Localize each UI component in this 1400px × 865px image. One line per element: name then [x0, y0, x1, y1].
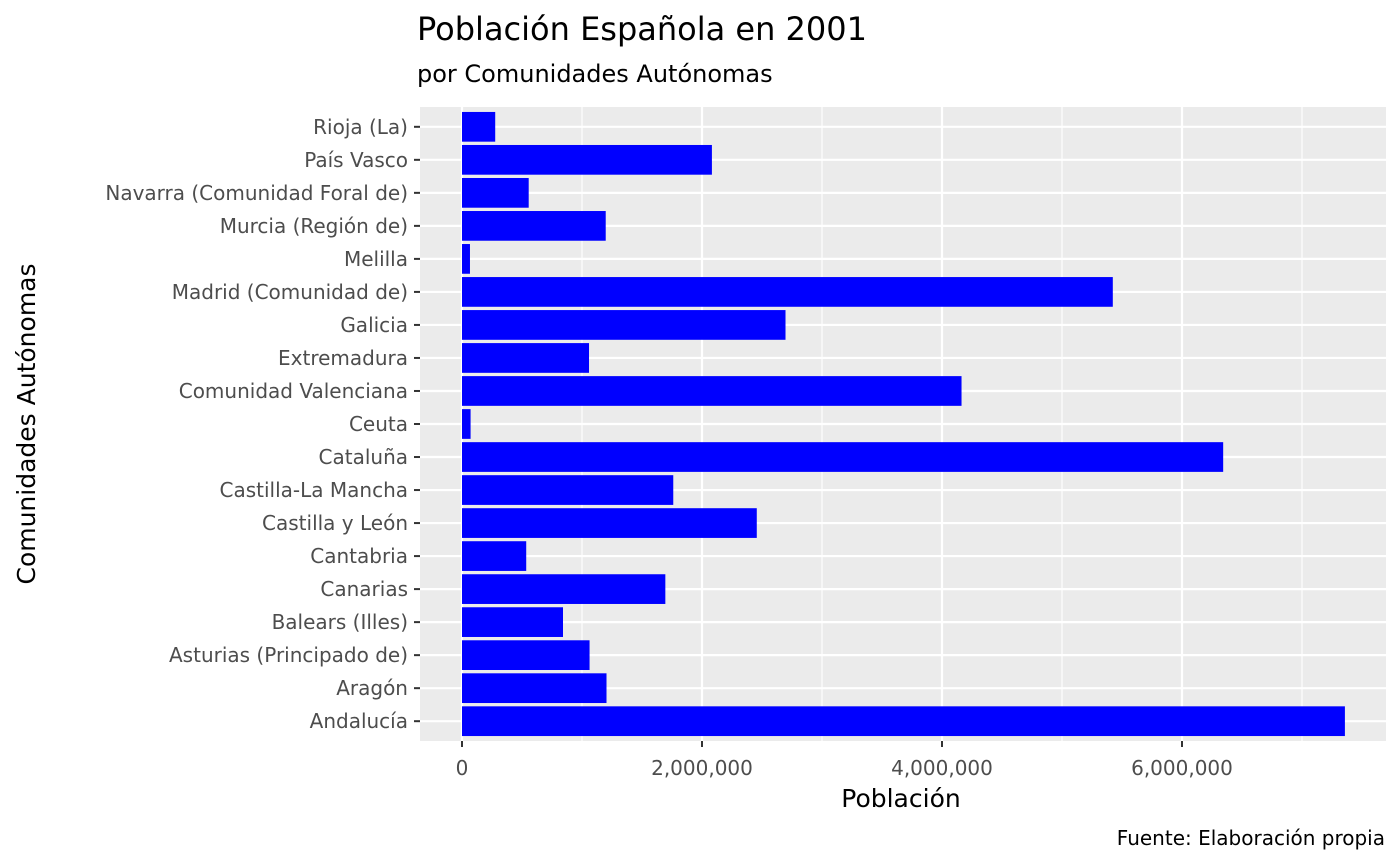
- bar: [462, 244, 470, 274]
- bars: [462, 111, 1345, 737]
- bar: [462, 673, 607, 704]
- y-axis: Andalucía Aragón Asturias (Principado de) B…: [105, 115, 420, 733]
- bar: [462, 211, 606, 241]
- y-tick-label: Extremadura: [278, 346, 408, 370]
- x-tick-label: 4,000,000: [891, 756, 993, 780]
- bar: [462, 310, 786, 340]
- y-tick-label: País Vasco: [304, 148, 408, 172]
- x-tick-label: 2,000,000: [651, 756, 753, 780]
- y-tick-label: Andalucía: [310, 709, 408, 733]
- x-axis: 0 2,000,000 4,000,000 6,000,000: [456, 741, 1233, 780]
- y-tick-label: Madrid (Comunidad de): [172, 280, 408, 304]
- y-tick-label: Cantabria: [310, 544, 408, 568]
- y-tick-label: Galicia: [340, 313, 408, 337]
- bar: [462, 706, 1345, 737]
- y-tick-label: Castilla y León: [262, 511, 408, 535]
- y-tick-label: Navarra (Comunidad Foral de): [105, 181, 408, 205]
- bar: [462, 144, 712, 175]
- y-tick-label: Rioja (La): [313, 115, 408, 139]
- bar: [462, 640, 590, 671]
- y-tick-label: Aragón: [336, 676, 408, 700]
- bar: [462, 442, 1224, 472]
- x-tick-label: 0: [456, 756, 469, 780]
- bar: [462, 177, 529, 208]
- bar: [462, 541, 527, 571]
- bar: [462, 508, 757, 538]
- y-tick-label: Murcia (Región de): [220, 214, 408, 238]
- bar: [462, 409, 471, 439]
- x-axis-title: Población: [841, 784, 960, 813]
- y-tick-label: Castilla-La Mancha: [220, 478, 409, 502]
- bar: [462, 277, 1113, 307]
- x-tick-label: 6,000,000: [1131, 756, 1233, 780]
- bar: [462, 607, 564, 637]
- y-tick-label: Ceuta: [349, 412, 408, 436]
- y-tick-label: Melilla: [344, 247, 408, 271]
- bar: [462, 111, 496, 142]
- y-axis-title: Comunidades Autónomas: [12, 263, 41, 584]
- y-tick-label: Comunidad Valenciana: [179, 379, 408, 403]
- chart-title: Población Española en 2001: [417, 10, 867, 48]
- bar: [462, 574, 666, 604]
- bar: [462, 343, 590, 373]
- bar: [462, 475, 674, 505]
- y-tick-label: Cataluña: [319, 445, 408, 469]
- y-tick-label: Balears (Illes): [272, 610, 408, 634]
- y-tick-label: Asturias (Principado de): [169, 643, 408, 667]
- y-tick-label: Canarias: [320, 577, 408, 601]
- chart-subtitle: por Comunidades Autónomas: [417, 60, 773, 88]
- bar: [462, 376, 962, 406]
- chart-caption: Fuente: Elaboración propia: [1117, 826, 1385, 850]
